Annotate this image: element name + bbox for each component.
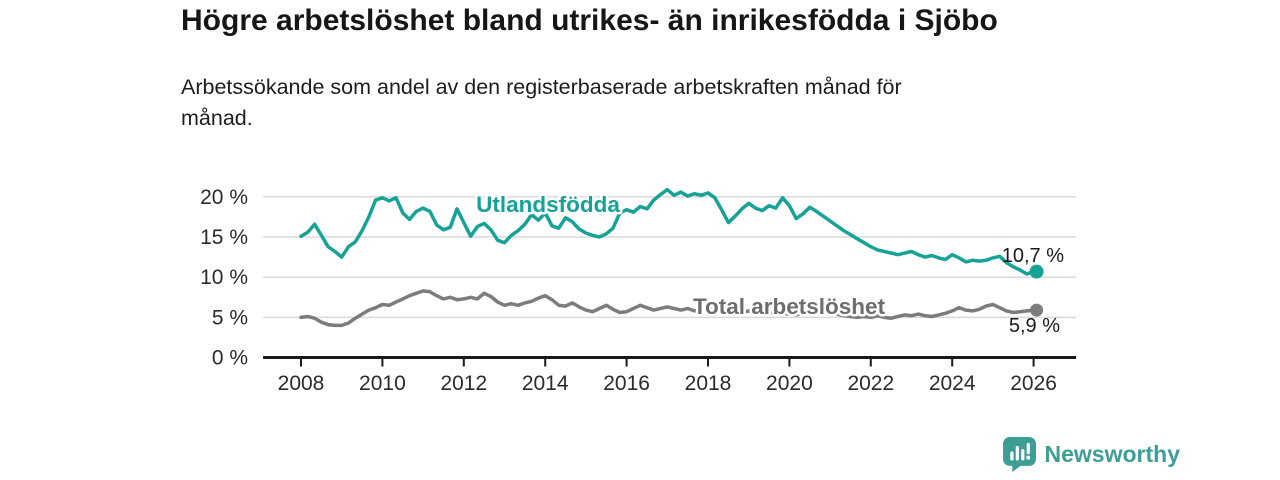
series-label-utlandsfodda: Utlandsfödda [476, 192, 620, 217]
series-line-utlandsfodda [299, 187, 1036, 276]
x-tick-label: 2024 [929, 372, 976, 395]
x-tick-label: 2014 [522, 372, 569, 395]
newsworthy-logo-icon [1002, 437, 1036, 472]
y-tick-label: 15 % [200, 226, 248, 249]
end-value-label: 10,7 % [1002, 245, 1064, 267]
y-tick-label: 5 % [212, 306, 248, 329]
x-tick-label: 2026 [1010, 372, 1057, 395]
x-tick-label: 2010 [359, 372, 406, 395]
series-lines [299, 187, 1036, 328]
end-dot-total [1030, 303, 1044, 317]
series-labels: Utlandsfödda Total arbetslöshet [474, 190, 888, 322]
x-tick-label: 2016 [603, 372, 650, 395]
newsworthy-branding: Newsworthy [1002, 437, 1180, 472]
x-tick-label: 2022 [847, 372, 894, 395]
series-line-total [299, 289, 1036, 328]
end-dot-utlandsfodda [1029, 264, 1044, 279]
x-tick-label: 2008 [278, 372, 325, 395]
gridlines [263, 196, 1076, 319]
y-axis-labels: 0 % 5 % 10 % 15 % 20 % [200, 186, 248, 370]
end-markers: 10,7 % 5,9 % [1002, 245, 1064, 337]
y-tick-label: 10 % [200, 266, 248, 289]
newsworthy-logo-text: Newsworthy [1044, 441, 1180, 467]
page-title: Högre arbetslöshet bland utrikes- än inr… [181, 4, 998, 37]
y-tick-label: 20 % [200, 186, 248, 209]
series-label-total: Total arbetslöshet [693, 294, 886, 319]
y-tick-label: 0 % [212, 347, 248, 370]
chart-subtitle: Arbetssökande som andel av den registerb… [181, 75, 902, 130]
x-axis: 2008 2010 2012 2014 2016 2018 2020 2022 2024 2026 [263, 356, 1076, 395]
end-value-label: 5,9 % [1009, 315, 1060, 337]
x-tick-label: 2018 [685, 372, 732, 395]
x-tick-label: 2012 [440, 372, 487, 395]
x-tick-label: 2020 [766, 372, 813, 395]
